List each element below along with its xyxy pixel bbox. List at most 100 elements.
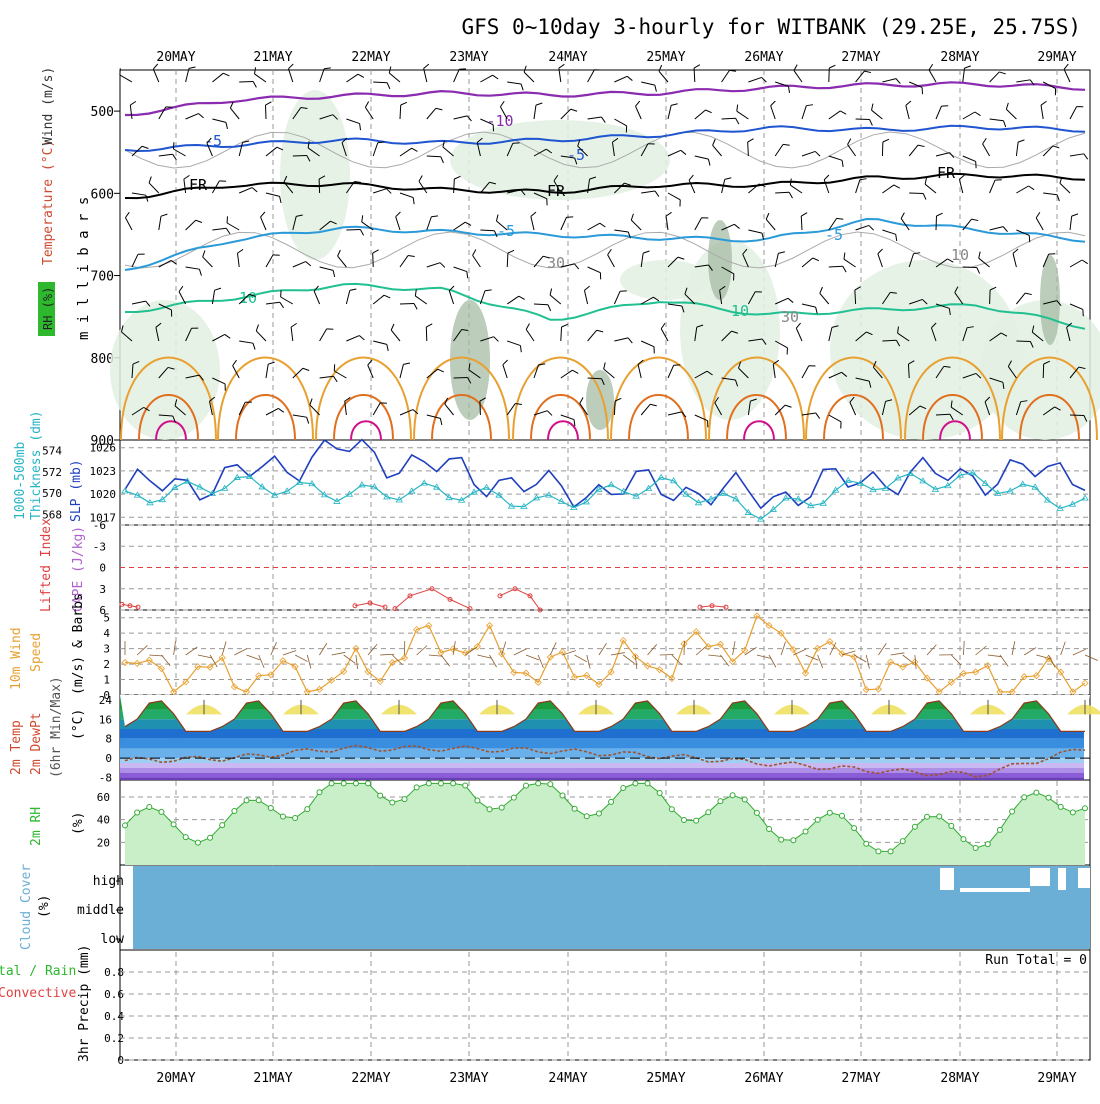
wind-barb-flag bbox=[508, 250, 514, 253]
wind-barb-flag bbox=[359, 334, 364, 341]
rh-point bbox=[256, 798, 261, 803]
wind10-barb bbox=[137, 645, 147, 655]
wind-barb-flag bbox=[524, 324, 531, 330]
rh-point bbox=[1058, 804, 1063, 809]
wind-barb-shaft bbox=[588, 267, 601, 273]
rh-shade-dark bbox=[708, 220, 732, 300]
wind-barb-shaft bbox=[820, 293, 829, 304]
wind-barb bbox=[614, 337, 632, 347]
wind-barb bbox=[373, 293, 390, 308]
wind-barb bbox=[265, 193, 283, 203]
wind-barb bbox=[265, 102, 272, 119]
wind-barb-flag bbox=[628, 337, 632, 344]
wind-barb-flag bbox=[520, 84, 524, 90]
wind-barb-shaft bbox=[790, 185, 802, 193]
rh2m-unit: (%) bbox=[71, 812, 86, 835]
wind-barb bbox=[346, 334, 364, 346]
wind-barb bbox=[212, 71, 229, 86]
wind-barb-shaft bbox=[454, 69, 460, 82]
wind-barb bbox=[471, 250, 485, 267]
wind-barb bbox=[231, 360, 244, 378]
wind-barb-shaft bbox=[844, 259, 856, 267]
wind10-barb bbox=[1085, 655, 1098, 660]
wind-barb-flag bbox=[493, 74, 499, 81]
rh-point bbox=[633, 781, 638, 786]
wind-barb-shaft bbox=[291, 327, 293, 341]
wind-barb-flag bbox=[711, 139, 718, 145]
wind-barb-flag bbox=[918, 143, 925, 149]
rh-point bbox=[511, 795, 516, 800]
wind-barb-flag bbox=[1035, 212, 1042, 218]
wind-barb bbox=[823, 175, 834, 193]
date-label-bottom: 25MAY bbox=[646, 1071, 685, 1086]
wind-barb-shaft bbox=[878, 254, 883, 267]
wind-barb bbox=[614, 398, 621, 415]
wind-barb-flag bbox=[899, 213, 906, 219]
wind-barb-shaft bbox=[480, 75, 492, 82]
wind-barb bbox=[186, 66, 196, 84]
wind-barb-flag bbox=[536, 102, 542, 106]
wind-barb-flag bbox=[280, 302, 284, 308]
wind-barb bbox=[238, 341, 256, 350]
isotherm-25-arch bbox=[744, 421, 774, 440]
wind-barb-flag bbox=[896, 78, 900, 85]
rh-point bbox=[1010, 809, 1015, 814]
wind-barb-flag bbox=[454, 176, 460, 179]
wind-barb-flag bbox=[440, 262, 445, 269]
wind-barb-flag bbox=[629, 214, 635, 220]
rh-point bbox=[925, 814, 930, 819]
wind-barb-flag bbox=[502, 360, 509, 365]
wind-barb-flag bbox=[788, 297, 793, 304]
thickness-marker bbox=[1082, 495, 1088, 500]
wind-barb-shaft bbox=[963, 112, 975, 119]
wind-barb bbox=[640, 82, 658, 92]
wind-barb-shaft bbox=[641, 404, 650, 415]
wind-barb bbox=[130, 101, 138, 119]
wind-barb-shaft bbox=[266, 302, 280, 304]
rh-point bbox=[767, 826, 772, 831]
wind-barb-shaft bbox=[239, 188, 252, 193]
wind-barb-shaft bbox=[1043, 146, 1053, 156]
cloud-unit: (%) bbox=[37, 895, 52, 918]
chart-marks: 20MAY20MAY21MAY21MAY22MAY22MAY23MAY23MAY… bbox=[42, 50, 1100, 1086]
wind-barb-shaft bbox=[261, 217, 266, 230]
wind-barb-flag bbox=[403, 362, 410, 366]
wind-barb-shaft bbox=[801, 216, 802, 230]
wind-barb-shaft bbox=[829, 156, 842, 160]
wind-barb-flag bbox=[594, 67, 601, 73]
wind-barb-flag bbox=[306, 417, 310, 423]
rh-point bbox=[293, 816, 298, 821]
wind-barb-shaft bbox=[802, 106, 806, 119]
wind-barb bbox=[775, 142, 789, 159]
rh-shade-dark bbox=[1040, 255, 1060, 345]
rh-point bbox=[937, 814, 942, 819]
wind-barb bbox=[734, 105, 751, 119]
wind-barb bbox=[899, 213, 914, 230]
wind-barb-shaft bbox=[829, 266, 843, 267]
rh-point bbox=[524, 783, 529, 788]
wind-barb-flag bbox=[499, 101, 506, 107]
contour-label: 10 bbox=[951, 246, 969, 264]
wind-barb-flag bbox=[438, 367, 444, 374]
precip-total-rain-label: tal / Rain bbox=[0, 964, 76, 979]
wind-barb-flag bbox=[734, 223, 739, 230]
li-tick-label: 0 bbox=[99, 562, 106, 575]
wind-barb-flag bbox=[138, 252, 145, 257]
wind-barb-shaft bbox=[1041, 105, 1043, 119]
wind-barb-shaft bbox=[588, 223, 600, 230]
wind-barb-flag bbox=[806, 103, 813, 108]
wind-barb bbox=[292, 415, 310, 424]
wind-barb-flag bbox=[291, 323, 297, 327]
wind-barb-shaft bbox=[346, 290, 349, 304]
wind-barb bbox=[212, 287, 221, 305]
wind-barb bbox=[387, 66, 404, 82]
rh-point bbox=[195, 840, 200, 845]
wind-barb-flag bbox=[439, 418, 443, 425]
wind10-barb bbox=[234, 649, 246, 655]
wind10-barb bbox=[477, 655, 491, 658]
temp-tick-label: 0 bbox=[105, 752, 112, 765]
wind-barb bbox=[629, 214, 645, 230]
contour-label: -5 bbox=[497, 222, 515, 240]
wind-barb-shaft bbox=[365, 107, 373, 119]
wind-barb bbox=[792, 65, 807, 82]
